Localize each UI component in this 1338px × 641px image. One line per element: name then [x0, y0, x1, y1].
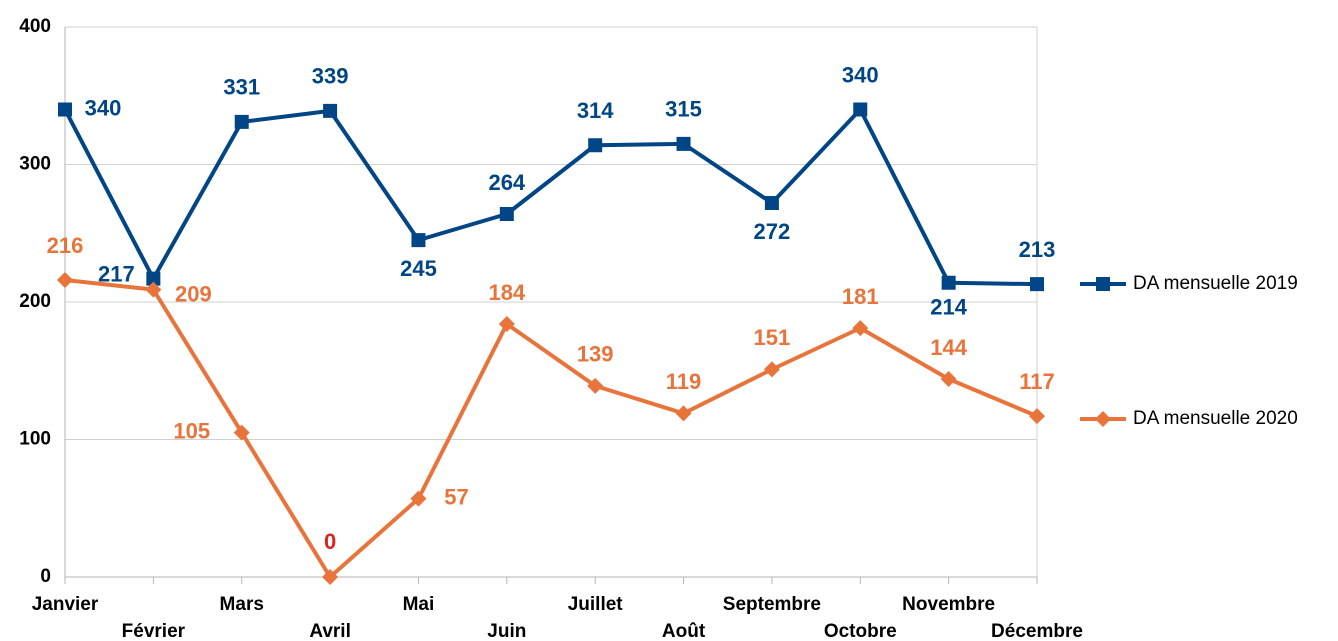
- y-tick-label: 300: [19, 154, 51, 175]
- x-tick-label: Juin: [487, 621, 526, 641]
- value-label: 139: [577, 342, 614, 367]
- value-label: 57: [444, 484, 468, 509]
- value-label: 214: [930, 295, 967, 320]
- marker: [410, 490, 427, 507]
- legend-label: DA mensuelle 2020: [1133, 408, 1298, 429]
- value-label: 340: [842, 62, 879, 87]
- x-tick-label: Avril: [309, 621, 351, 641]
- x-tick-label: Juillet: [568, 594, 624, 615]
- marker: [233, 424, 250, 441]
- marker: [1096, 277, 1110, 291]
- x-tick-label: Novembre: [902, 594, 995, 615]
- x-tick-label: Août: [662, 621, 706, 641]
- value-label: 209: [175, 281, 212, 306]
- marker: [498, 316, 515, 332]
- x-tick-label: Mars: [220, 594, 264, 615]
- x-tick-label: Mai: [403, 594, 435, 615]
- marker: [852, 320, 869, 337]
- value-label: 119: [666, 369, 702, 394]
- x-tick-label: Septembre: [723, 594, 821, 615]
- marker: [941, 275, 956, 290]
- x-tick-label: Décembre: [991, 621, 1083, 641]
- x-tick-label: Octobre: [824, 621, 897, 641]
- marker: [57, 272, 73, 288]
- marker: [1095, 411, 1111, 427]
- marker: [322, 569, 339, 585]
- series-line: [63, 107, 1038, 287]
- value-label: 340: [85, 95, 122, 120]
- value-label: 264: [488, 170, 525, 195]
- marker: [146, 271, 161, 286]
- value-label: 216: [47, 233, 84, 258]
- marker: [675, 405, 692, 422]
- marker: [940, 371, 957, 387]
- marker: [764, 196, 779, 210]
- y-tick-label: 400: [19, 16, 51, 37]
- marker: [1029, 408, 1045, 425]
- marker: [1030, 277, 1044, 292]
- marker: [323, 103, 338, 118]
- y-tick-label: 0: [40, 566, 51, 587]
- marker: [145, 281, 162, 298]
- value-label: 0: [324, 529, 336, 554]
- y-tick-label: 200: [19, 291, 51, 312]
- legend-label: DA mensuelle 2019: [1133, 273, 1298, 294]
- value-label: 213: [1019, 237, 1056, 262]
- value-label: 144: [930, 335, 967, 360]
- x-tick-label: Février: [122, 621, 186, 641]
- marker: [587, 377, 604, 394]
- value-label: 331: [223, 75, 260, 100]
- marker: [499, 207, 514, 221]
- value-label: 105: [173, 418, 210, 443]
- x-tick-label: Janvier: [32, 594, 99, 615]
- value-label: 117: [1019, 369, 1055, 394]
- marker: [411, 233, 426, 248]
- value-label: 151: [754, 325, 791, 350]
- y-tick-label: 100: [19, 429, 51, 450]
- marker: [58, 102, 72, 117]
- value-label: 315: [665, 97, 702, 122]
- marker: [234, 114, 249, 129]
- series-line: [64, 278, 1038, 579]
- value-label: 339: [312, 64, 349, 89]
- value-label: 184: [488, 280, 525, 305]
- value-label: 314: [577, 98, 614, 123]
- marker: [588, 138, 603, 153]
- value-label: 245: [400, 256, 437, 281]
- value-label: 181: [842, 284, 879, 309]
- marker: [676, 136, 691, 151]
- value-label: 272: [754, 219, 791, 244]
- marker: [763, 361, 780, 378]
- marker: [853, 102, 868, 117]
